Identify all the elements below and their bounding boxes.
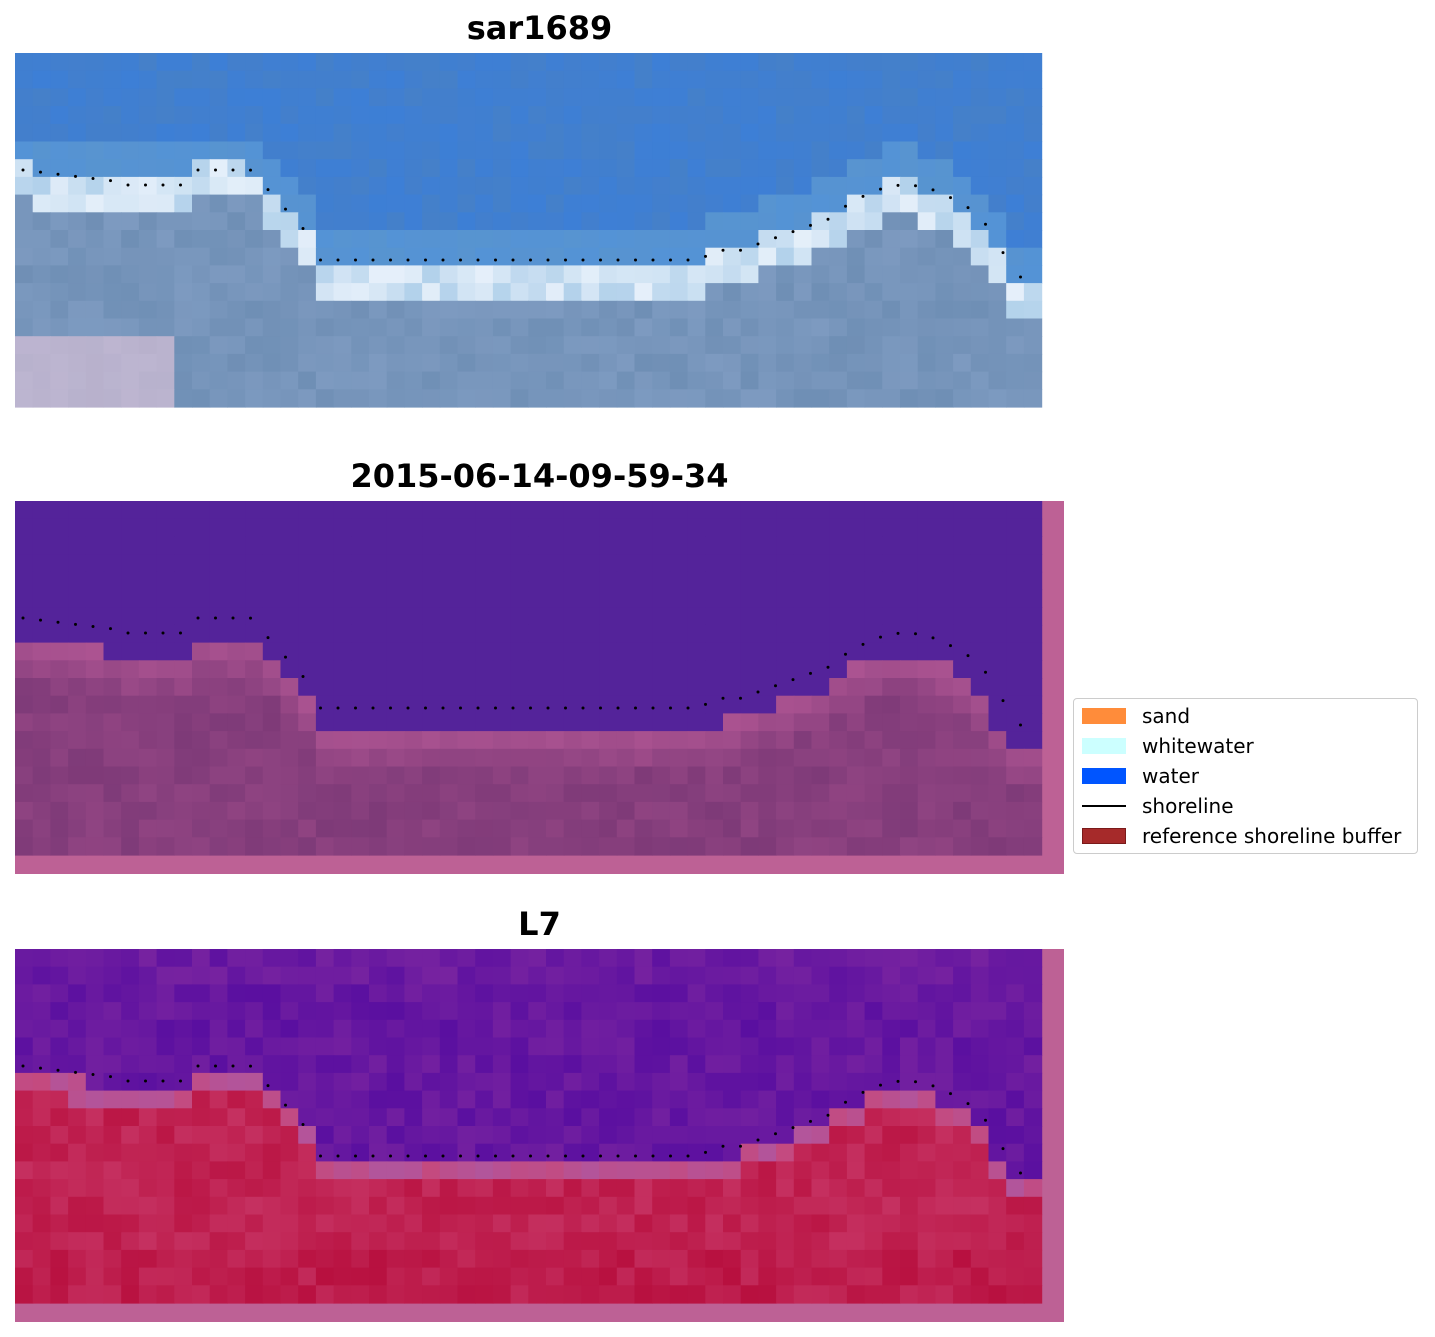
legend-swatch-whitewater — [1082, 738, 1126, 754]
classified-image-panel — [15, 501, 1064, 874]
image-pixels — [15, 53, 1043, 408]
legend-item-shoreline: shoreline — [1082, 793, 1234, 819]
legend-item-whitewater: whitewater — [1082, 733, 1254, 759]
image-pixels — [15, 949, 1043, 1304]
legend-label-sand: sand — [1142, 704, 1191, 728]
panel-title-2: 2015-06-14-09-59-34 — [350, 457, 729, 495]
legend-line-shoreline — [1082, 805, 1126, 807]
shoreline-dots — [21, 1064, 1022, 1175]
legend-label-buffer: reference shoreline buffer — [1142, 824, 1402, 848]
legend-label-shoreline: shoreline — [1142, 794, 1234, 818]
shoreline-dots — [21, 168, 1022, 279]
legend-item-buffer: reference shoreline buffer — [1082, 823, 1401, 849]
panel-title-3: L7 — [518, 905, 561, 943]
legend-item-sand: sand — [1082, 703, 1190, 729]
legend-swatch-sand — [1082, 708, 1126, 724]
legend-swatch-buffer — [1082, 828, 1126, 844]
panel-title-1: sar1689 — [466, 9, 613, 47]
mndwi-image-panel — [15, 949, 1064, 1322]
image-pixels — [15, 501, 1043, 856]
legend: sand whitewater water shoreline referenc… — [1073, 698, 1418, 854]
legend-label-water: water — [1142, 764, 1199, 788]
legend-item-water: water — [1082, 763, 1199, 789]
rgb-image-panel — [15, 53, 1046, 408]
legend-swatch-water — [1082, 768, 1126, 784]
legend-label-whitewater: whitewater — [1142, 734, 1254, 758]
shoreline-dots — [21, 616, 1022, 727]
